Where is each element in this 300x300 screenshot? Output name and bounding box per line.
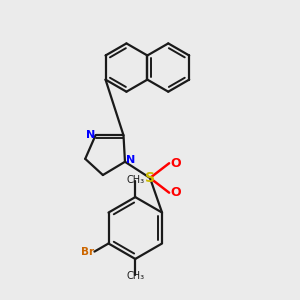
Text: CH₃: CH₃ (126, 271, 144, 281)
Text: Br: Br (81, 247, 94, 257)
Text: S: S (145, 171, 155, 185)
Text: N: N (85, 130, 95, 140)
Text: O: O (170, 186, 181, 199)
Text: CH₃: CH₃ (126, 175, 144, 185)
Text: O: O (170, 157, 181, 170)
Text: N: N (126, 155, 135, 165)
